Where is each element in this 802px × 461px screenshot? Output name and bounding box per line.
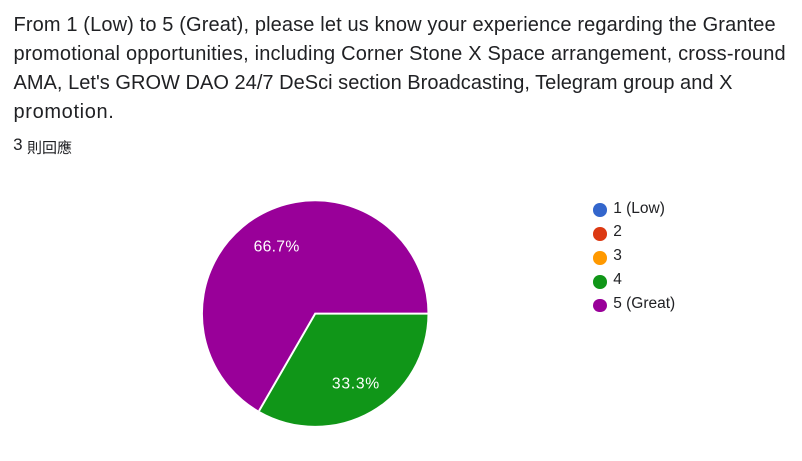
svg-text:66.7%: 66.7% (254, 239, 300, 256)
svg-text:33.3%: 33.3% (332, 376, 380, 393)
